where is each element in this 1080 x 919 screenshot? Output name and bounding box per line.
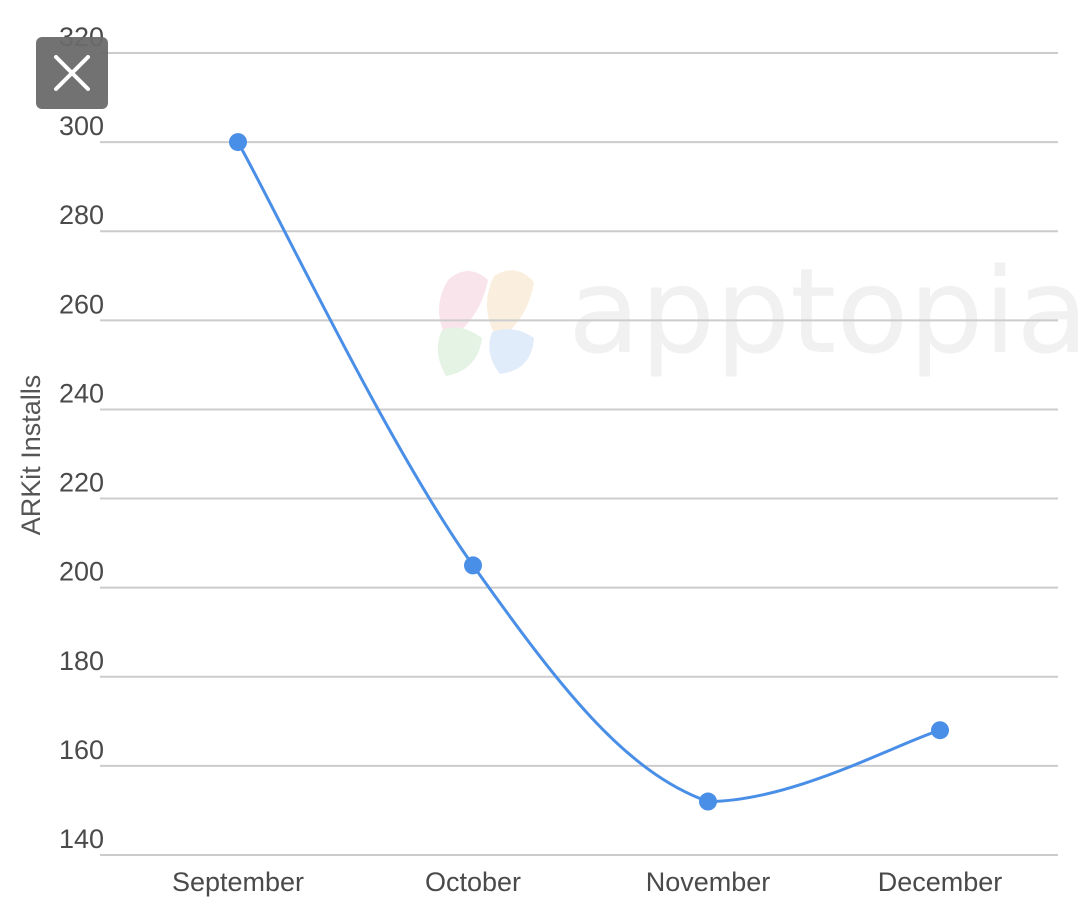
x-tick-label: November [646,867,771,897]
x-tick-label: October [425,867,521,897]
y-tick-label: 140 [59,824,104,854]
x-tick-label: December [878,867,1003,897]
x-tick-label: September [172,867,304,897]
close-icon [54,55,90,91]
watermark: apptopia [437,242,1080,380]
close-button[interactable] [36,37,108,109]
y-tick-label: 160 [59,735,104,765]
y-tick-label: 300 [59,111,104,141]
data-point [699,792,717,811]
watermark-text: apptopia [568,242,1080,380]
y-axis-title: ARKit Installs [16,375,46,536]
series-line [236,141,941,804]
data-point [229,133,247,152]
apptopia-logo-icon [437,270,534,376]
y-tick-label: 260 [59,289,104,319]
data-point [931,721,949,740]
y-tick-label: 220 [59,468,104,498]
y-tick-label: 280 [59,200,104,230]
y-tick-label: 200 [59,557,104,587]
data-point [464,556,482,575]
y-tick-label: 180 [59,646,104,676]
y-tick-label: 240 [59,378,104,408]
